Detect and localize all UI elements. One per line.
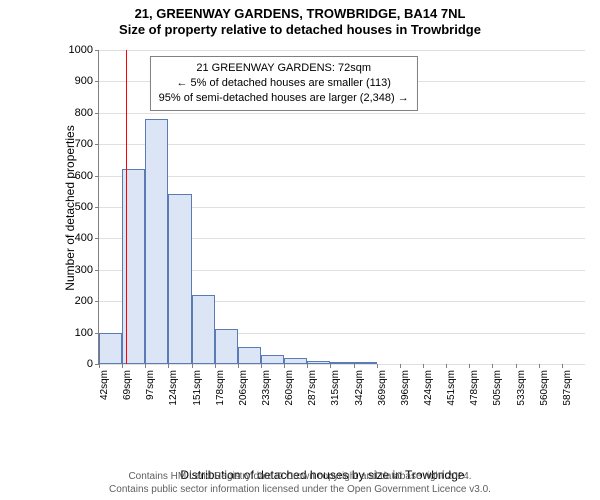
xtick-mark — [469, 364, 470, 368]
ytick-label: 700 — [75, 138, 93, 150]
annotation-line-3: 95% of semi-detached houses are larger (… — [159, 91, 409, 106]
bar-slot: 478sqm — [469, 50, 492, 364]
footer-line-2: Contains public sector information licen… — [0, 484, 600, 497]
xtick-label: 342sqm — [354, 370, 365, 406]
xtick-label: 424sqm — [423, 370, 434, 406]
xtick-mark — [539, 364, 540, 368]
histogram-bar — [168, 194, 191, 364]
annotation-box: 21 GREENWAY GARDENS: 72sqm ← 5% of detac… — [150, 56, 418, 111]
bar-slot: 451sqm — [446, 50, 469, 364]
xtick-label: 124sqm — [168, 370, 179, 406]
xtick-mark — [168, 364, 169, 368]
bar-slot: 424sqm — [423, 50, 446, 364]
xtick-mark — [261, 364, 262, 368]
xtick-label: 287sqm — [307, 370, 318, 406]
xtick-mark — [99, 364, 100, 368]
xtick-mark — [423, 364, 424, 368]
xtick-mark — [562, 364, 563, 368]
histogram-bar — [145, 119, 168, 364]
ytick-label: 800 — [75, 107, 93, 119]
xtick-label: 206sqm — [238, 370, 249, 406]
marker-line — [126, 50, 127, 364]
xtick-mark — [492, 364, 493, 368]
xtick-mark — [516, 364, 517, 368]
xtick-mark — [307, 364, 308, 368]
xtick-mark — [400, 364, 401, 368]
xtick-label: 151sqm — [192, 370, 203, 406]
ytick-label: 400 — [75, 232, 93, 244]
xtick-label: 178sqm — [215, 370, 226, 406]
ytick-label: 0 — [87, 358, 93, 370]
gridline-h — [99, 364, 585, 365]
chart-area: Number of detached properties 42sqm69sqm… — [60, 50, 585, 420]
xtick-mark — [446, 364, 447, 368]
histogram-bar — [192, 295, 215, 364]
histogram-bar — [215, 329, 238, 364]
plot-area: 42sqm69sqm97sqm124sqm151sqm178sqm206sqm2… — [98, 50, 585, 365]
annotation-line-1: 21 GREENWAY GARDENS: 72sqm — [159, 61, 409, 76]
chart-title: 21, GREENWAY GARDENS, TROWBRIDGE, BA14 7… — [0, 0, 600, 39]
xtick-label: 315sqm — [330, 370, 341, 406]
xtick-label: 478sqm — [469, 370, 480, 406]
footer-line-1: Contains HM Land Registry data © Crown c… — [0, 471, 600, 484]
ytick-label: 900 — [75, 75, 93, 87]
ytick-label: 200 — [75, 295, 93, 307]
xtick-label: 533sqm — [516, 370, 527, 406]
xtick-label: 587sqm — [562, 370, 573, 406]
footer-attribution: Contains HM Land Registry data © Crown c… — [0, 471, 600, 496]
xtick-mark — [238, 364, 239, 368]
xtick-label: 396sqm — [400, 370, 411, 406]
bar-slot: 533sqm — [516, 50, 539, 364]
ytick-label: 100 — [75, 327, 93, 339]
title-line-2: Size of property relative to detached ho… — [0, 22, 600, 38]
xtick-mark — [354, 364, 355, 368]
figure-container: 21, GREENWAY GARDENS, TROWBRIDGE, BA14 7… — [0, 0, 600, 500]
ytick-label: 300 — [75, 264, 93, 276]
bar-slot: 505sqm — [492, 50, 515, 364]
xtick-label: 560sqm — [539, 370, 550, 406]
xtick-label: 233sqm — [261, 370, 272, 406]
ytick-label: 500 — [75, 201, 93, 213]
histogram-bar — [238, 347, 261, 364]
xtick-label: 451sqm — [446, 370, 457, 406]
annotation-line-2: ← 5% of detached houses are smaller (113… — [159, 76, 409, 91]
xtick-label: 369sqm — [377, 370, 388, 406]
xtick-mark — [145, 364, 146, 368]
xtick-mark — [122, 364, 123, 368]
histogram-bar — [354, 362, 377, 364]
xtick-mark — [284, 364, 285, 368]
ytick-label: 600 — [75, 170, 93, 182]
bar-slot: 560sqm — [539, 50, 562, 364]
xtick-mark — [215, 364, 216, 368]
histogram-bar — [307, 361, 330, 364]
xtick-label: 505sqm — [492, 370, 503, 406]
title-line-1: 21, GREENWAY GARDENS, TROWBRIDGE, BA14 7… — [0, 6, 600, 22]
xtick-label: 69sqm — [122, 370, 133, 400]
xtick-label: 42sqm — [99, 370, 110, 400]
xtick-label: 260sqm — [284, 370, 295, 406]
bar-slot: 42sqm — [99, 50, 122, 364]
xtick-mark — [192, 364, 193, 368]
histogram-bar — [330, 362, 353, 365]
bar-slot: 587sqm — [562, 50, 585, 364]
xtick-mark — [330, 364, 331, 368]
histogram-bar — [99, 333, 122, 364]
xtick-mark — [377, 364, 378, 368]
histogram-bar — [261, 355, 284, 364]
histogram-bar — [284, 358, 307, 364]
ytick-label: 1000 — [69, 44, 93, 56]
xtick-label: 97sqm — [145, 370, 156, 400]
